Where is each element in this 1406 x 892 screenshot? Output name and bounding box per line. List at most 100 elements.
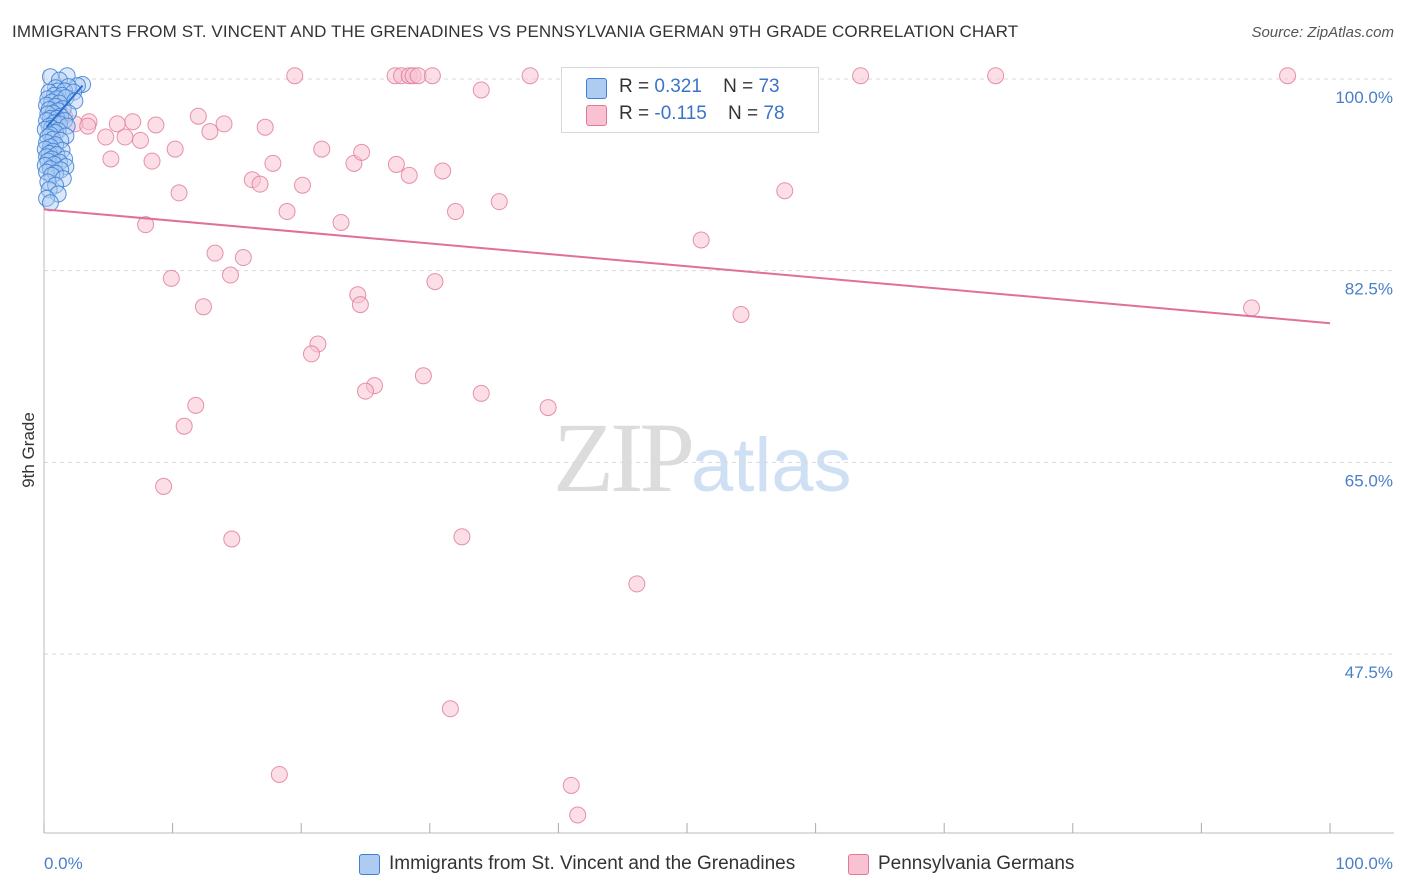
r-value-immigrants: 0.321 — [654, 76, 702, 97]
series-pennsylvania-germans — [48, 67, 1297, 824]
data-point-pa-germans — [206, 244, 224, 262]
bottom-legend-swatch-blue — [359, 854, 380, 875]
data-point-immigrants — [41, 68, 59, 86]
data-point-pa-germans — [194, 298, 212, 316]
y-tick-label: 65.0% — [1345, 471, 1393, 490]
data-point-pa-germans — [116, 128, 134, 146]
data-point-pa-germans — [189, 107, 207, 125]
n-label: N = — [727, 103, 759, 124]
data-point-pa-germans — [264, 154, 282, 172]
legend-swatch-blue — [586, 78, 607, 99]
data-point-pa-germans — [221, 266, 239, 284]
data-point-pa-germans — [162, 269, 180, 287]
data-point-pa-germans — [147, 116, 165, 134]
watermark: ZIPatlas — [553, 400, 852, 515]
r-value-pa-germans: -0.115 — [654, 103, 707, 124]
trend-line-immigrants — [45, 84, 84, 128]
trend-line-pa-germans — [43, 208, 1331, 325]
data-point-pa-germans — [569, 806, 587, 824]
data-point-pa-germans — [426, 273, 444, 291]
data-point-pa-germans — [97, 128, 115, 146]
data-point-pa-germans — [434, 162, 452, 180]
data-point-pa-germans — [776, 182, 794, 200]
watermark-atlas: atlas — [691, 423, 852, 508]
data-point-pa-germans — [490, 193, 508, 211]
data-point-pa-germans — [1243, 299, 1261, 317]
legend-text-immigrants: R = 0.321 N = 73 — [619, 76, 780, 98]
data-point-pa-germans — [852, 67, 870, 85]
data-point-pa-germans — [387, 155, 405, 173]
y-tick-label: 100.0% — [1335, 88, 1393, 107]
source-credit: Source: ZipAtlas.com — [1251, 24, 1394, 41]
data-point-pa-germans — [313, 140, 331, 158]
data-point-pa-germans — [175, 417, 193, 435]
data-point-pa-germans — [143, 152, 161, 170]
data-point-pa-germans — [441, 700, 459, 718]
n-value-immigrants: 73 — [758, 76, 780, 97]
r-label: R = — [619, 103, 650, 124]
data-point-pa-germans — [187, 396, 205, 414]
y-tick-label: 47.5% — [1345, 663, 1393, 682]
data-point-pa-germans — [251, 175, 269, 193]
legend-swatch-pink — [586, 105, 607, 126]
data-point-pa-germans — [234, 249, 252, 267]
data-point-pa-germans — [102, 150, 120, 168]
data-point-pa-germans — [137, 216, 155, 234]
data-point-pa-germans — [332, 213, 350, 231]
x-tick-label: 100.0% — [1335, 854, 1393, 873]
chart-title: IMMIGRANTS FROM ST. VINCENT AND THE GREN… — [12, 22, 1019, 41]
data-point-pa-germans — [628, 575, 646, 593]
data-point-pa-germans — [472, 81, 490, 99]
data-point-pa-germans — [223, 530, 241, 548]
grid-lines — [44, 78, 1394, 655]
data-point-pa-germans — [423, 67, 441, 85]
data-point-pa-germans — [155, 477, 173, 495]
data-point-pa-germans — [108, 115, 126, 133]
data-point-pa-germans — [201, 123, 219, 141]
trend-lines — [43, 84, 1331, 325]
data-point-pa-germans — [453, 528, 471, 546]
data-point-pa-germans — [124, 113, 142, 131]
data-point-pa-germans — [400, 166, 418, 184]
data-point-pa-germans — [353, 143, 371, 161]
bottom-legend-label-immigrants: Immigrants from St. Vincent and the Gren… — [389, 853, 796, 874]
data-point-pa-germans — [987, 67, 1005, 85]
axis-ticks: 100.0% 82.5% 65.0% 47.5% 0.0% 100.0% — [43, 88, 1393, 873]
series-immigrants-svg — [36, 67, 92, 212]
data-point-pa-germans — [692, 231, 710, 249]
data-point-pa-germans — [215, 115, 233, 133]
data-point-pa-germans — [256, 118, 274, 136]
data-point-pa-germans — [539, 399, 557, 417]
data-point-pa-germans — [414, 367, 432, 385]
data-point-pa-germans — [1279, 67, 1297, 85]
data-point-pa-germans — [447, 203, 465, 221]
data-point-pa-germans — [409, 67, 427, 85]
r-label: R = — [619, 76, 650, 97]
data-point-pa-germans — [79, 117, 97, 135]
data-point-pa-germans — [562, 776, 580, 794]
data-point-pa-germans — [270, 765, 288, 783]
data-point-pa-germans — [131, 131, 149, 149]
data-point-pa-germans — [521, 67, 539, 85]
data-point-pa-germans — [302, 345, 320, 363]
y-axis-label: 9th Grade — [19, 412, 38, 488]
data-point-pa-germans — [293, 176, 311, 194]
legend-text-pa-germans: R = -0.115 N = 78 — [619, 103, 785, 125]
data-point-pa-germans — [166, 140, 184, 158]
n-label: N = — [723, 76, 754, 97]
n-value-pa-germans: 78 — [763, 103, 785, 124]
x-tick-label: 0.0% — [44, 854, 83, 873]
axes — [43, 70, 1394, 834]
data-point-pa-germans — [170, 184, 188, 202]
data-point-pa-germans — [732, 305, 750, 323]
data-point-pa-germans — [286, 67, 304, 85]
data-point-immigrants — [41, 194, 59, 212]
bottom-legend-label-pa-germans: Pennsylvania Germans — [878, 853, 1075, 874]
bottom-legend-swatch-pink — [848, 854, 869, 875]
data-point-pa-germans — [278, 203, 296, 221]
data-point-pa-germans — [351, 296, 369, 314]
correlation-legend: R = 0.321 N = 73 R = -0.115 N = 78 — [561, 67, 819, 133]
data-point-pa-germans — [357, 382, 374, 400]
data-point-pa-germans — [472, 384, 490, 402]
